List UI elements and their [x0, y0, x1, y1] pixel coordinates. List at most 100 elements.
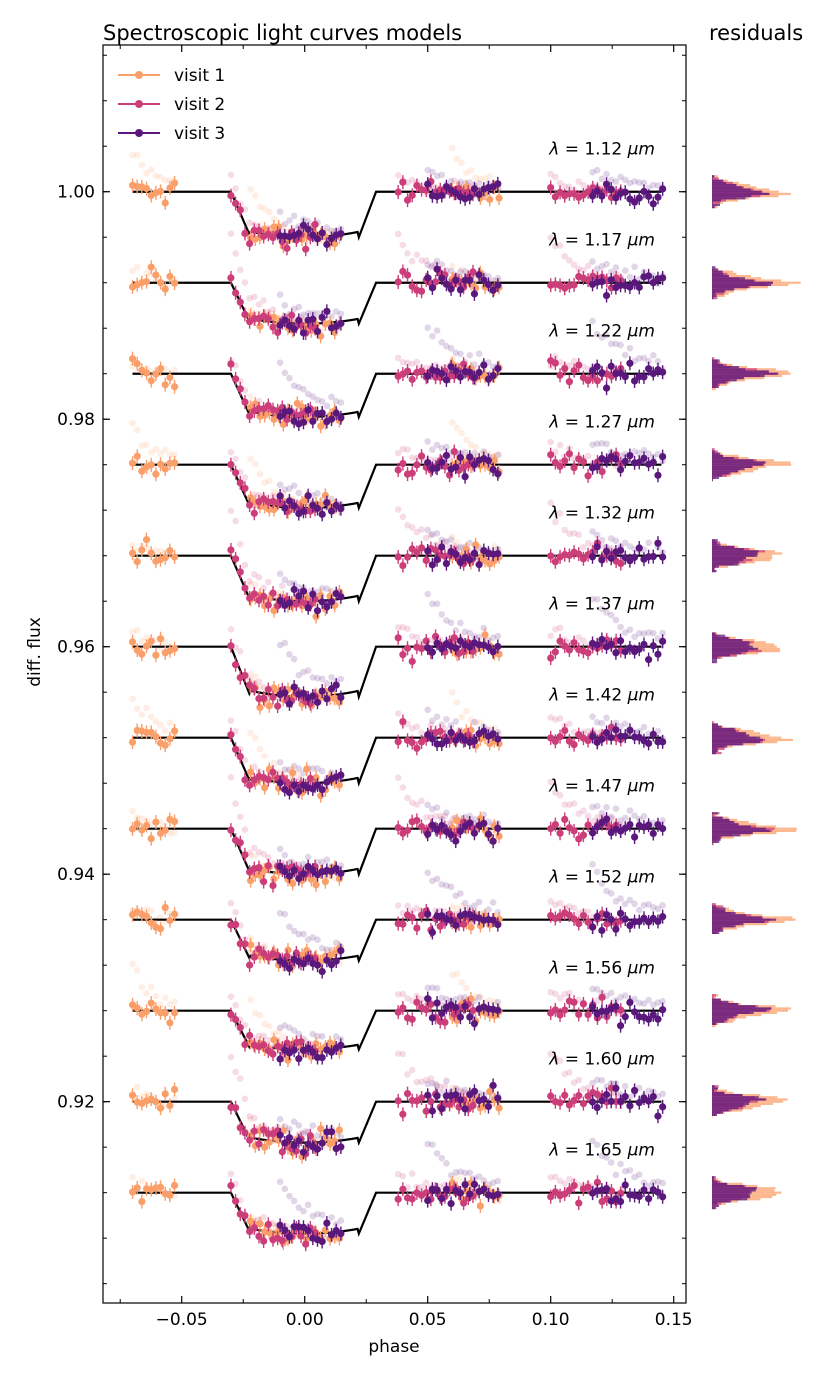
- uncorrected-point: [552, 901, 559, 908]
- data-point: [551, 193, 559, 201]
- data-point: [269, 323, 277, 331]
- residual-bar: [712, 448, 715, 451]
- uncorrected-point: [458, 713, 465, 721]
- residual-bar: [712, 816, 723, 819]
- data-point: [231, 745, 240, 753]
- uncorrected-point: [309, 1122, 317, 1129]
- data-point: [142, 184, 151, 193]
- residual-bar: [712, 561, 740, 564]
- data-point: [318, 687, 326, 695]
- uncorrected-point: [314, 396, 321, 404]
- uncorrected-point: [129, 541, 136, 549]
- residual-bar: [712, 836, 721, 839]
- uncorrected-point: [256, 470, 264, 478]
- uncorrected-point: [453, 155, 461, 163]
- data-point: [551, 821, 559, 829]
- uncorrected-point: [475, 633, 483, 641]
- uncorrected-point: [247, 455, 254, 463]
- data-point: [456, 373, 465, 381]
- uncorrected-point: [603, 803, 610, 811]
- data-point: [327, 598, 336, 606]
- data-point: [323, 240, 331, 249]
- data-point: [551, 359, 559, 367]
- uncorrected-point: [453, 1173, 461, 1181]
- uncorrected-point: [593, 331, 601, 338]
- residual-bar: [712, 366, 739, 369]
- data-point: [621, 457, 629, 465]
- residual-bar: [712, 177, 719, 180]
- data-point: [447, 831, 455, 839]
- uncorrected-point: [640, 1000, 648, 1007]
- uncorrected-point: [589, 985, 596, 993]
- uncorrected-point: [566, 801, 573, 809]
- uncorrected-point: [547, 438, 555, 446]
- uncorrected-point: [300, 385, 307, 393]
- uncorrected-point: [413, 528, 421, 536]
- data-point: [399, 561, 407, 570]
- uncorrected-point: [589, 1079, 596, 1087]
- residual-bar: [712, 541, 718, 544]
- uncorrected-point: [441, 538, 449, 545]
- data-point: [142, 277, 151, 286]
- residual-bar: [712, 175, 718, 178]
- uncorrected-point: [552, 990, 559, 998]
- uncorrected-point: [612, 264, 620, 271]
- data-point: [133, 558, 141, 566]
- data-point: [246, 240, 254, 248]
- data-point: [256, 322, 264, 330]
- uncorrected-point: [261, 752, 268, 760]
- uncorrected-point: [607, 1159, 615, 1166]
- data-point: [626, 359, 634, 367]
- data-point: [621, 373, 629, 381]
- uncorrected-point: [443, 538, 450, 545]
- residual-bar: [712, 1189, 756, 1192]
- data-point: [403, 367, 412, 375]
- data-point: [156, 460, 165, 468]
- residual-bar: [712, 550, 759, 553]
- uncorrected-point: [408, 176, 416, 184]
- data-point: [484, 456, 493, 465]
- data-point: [602, 291, 611, 300]
- data-point: [433, 556, 441, 564]
- uncorrected-point: [427, 1075, 435, 1082]
- uncorrected-point: [481, 175, 489, 182]
- residual-bar: [712, 363, 724, 367]
- uncorrected-point: [561, 183, 569, 190]
- residual-bar: [712, 814, 717, 817]
- uncorrected-point: [152, 992, 160, 1000]
- uncorrected-point: [584, 812, 592, 820]
- uncorrected-point: [566, 530, 573, 537]
- data-point: [556, 371, 564, 379]
- uncorrected-point: [232, 455, 239, 463]
- uncorrected-point: [552, 625, 559, 633]
- uncorrected-point: [424, 261, 432, 269]
- residual-bar: [712, 370, 769, 373]
- uncorrected-point: [276, 570, 284, 578]
- residual-bar: [712, 275, 751, 278]
- uncorrected-point: [399, 359, 407, 366]
- uncorrected-point: [166, 719, 174, 727]
- uncorrected-point: [161, 994, 169, 1001]
- uncorrected-point: [256, 203, 264, 211]
- uncorrected-point: [617, 1160, 624, 1168]
- uncorrected-point: [408, 724, 416, 732]
- uncorrected-point: [635, 1171, 643, 1178]
- uncorrected-point: [477, 719, 484, 726]
- uncorrected-point: [424, 438, 432, 445]
- uncorrected-point: [276, 845, 284, 853]
- uncorrected-point: [463, 707, 470, 715]
- data-point: [403, 271, 412, 279]
- uncorrected-point: [251, 1010, 259, 1017]
- data-point: [403, 826, 412, 835]
- data-point: [607, 916, 615, 924]
- uncorrected-point: [394, 1170, 402, 1178]
- data-point: [241, 776, 249, 784]
- data-point: [570, 281, 578, 289]
- uncorrected-point: [635, 355, 643, 362]
- uncorrected-point: [626, 179, 634, 187]
- residual-bar: [712, 266, 716, 269]
- uncorrected-point: [286, 485, 293, 492]
- data-point: [279, 420, 287, 429]
- data-point: [170, 1009, 179, 1017]
- data-point: [170, 553, 179, 561]
